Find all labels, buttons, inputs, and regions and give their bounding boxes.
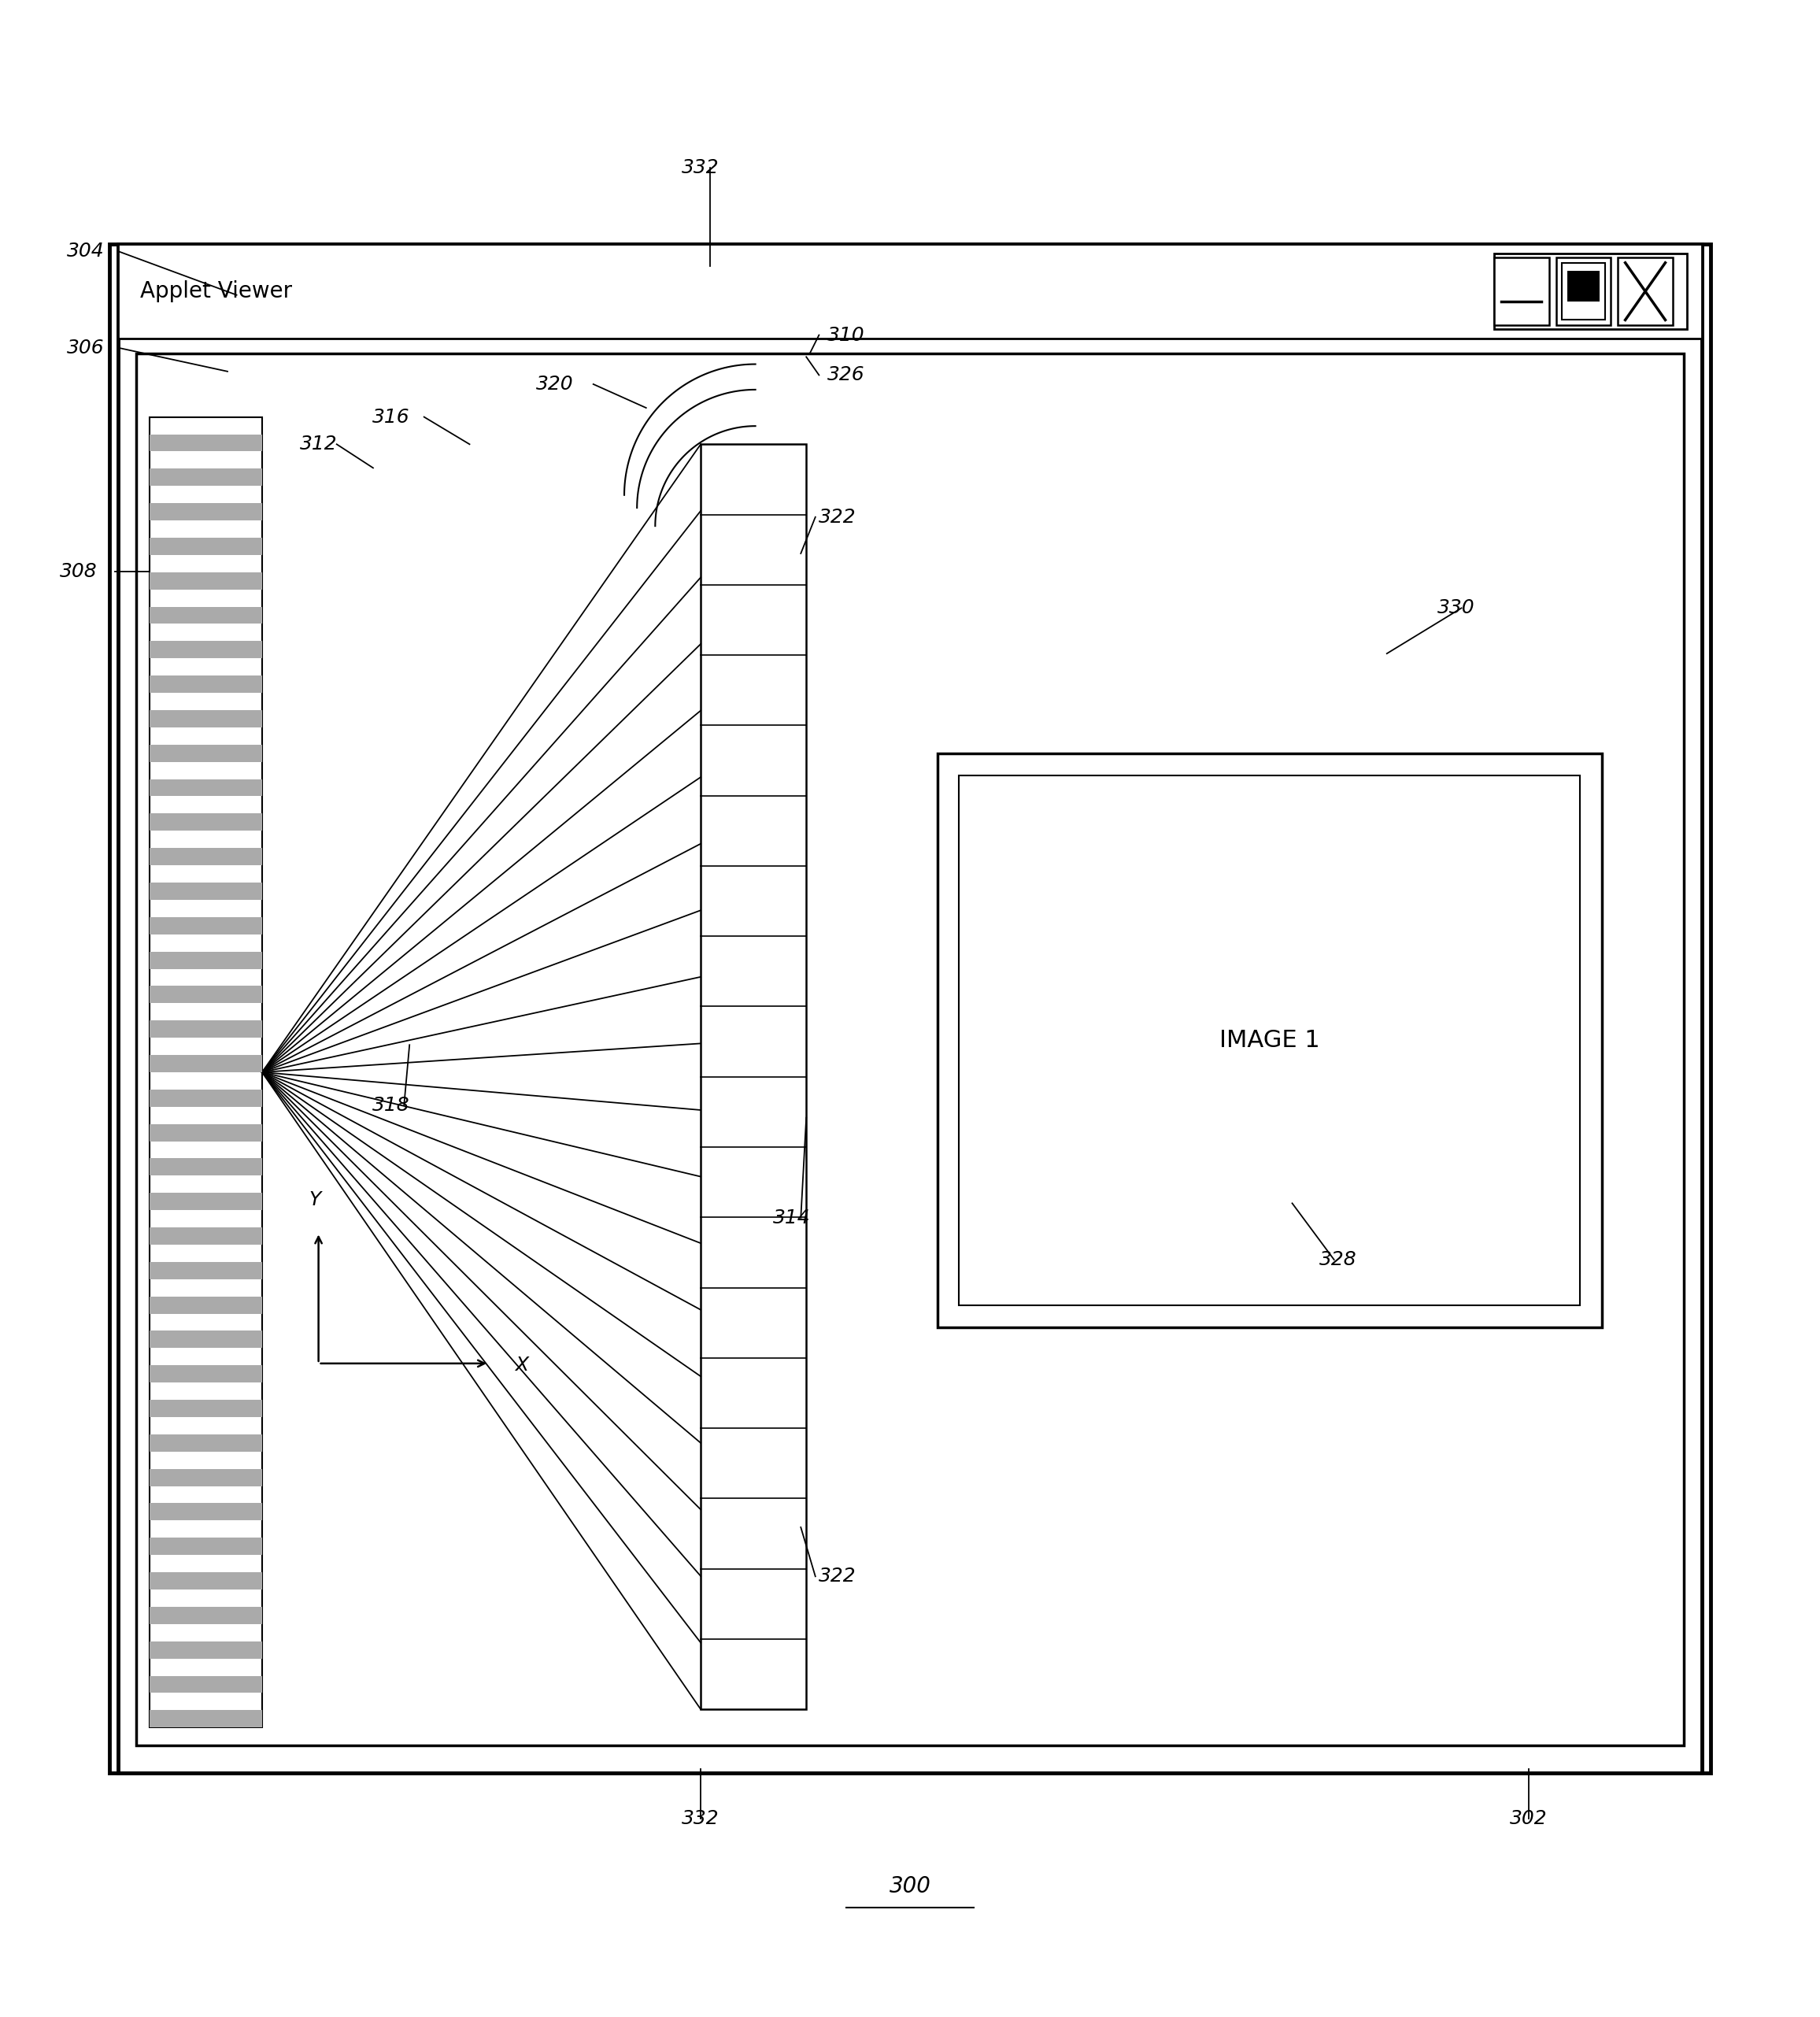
Bar <box>149 918 262 934</box>
Text: IMAGE 1: IMAGE 1 <box>1219 1029 1320 1051</box>
Bar <box>149 468 262 486</box>
Text: Y: Y <box>309 1190 320 1208</box>
Text: 304: 304 <box>67 242 104 260</box>
Bar <box>1567 270 1600 303</box>
Bar <box>149 1331 262 1347</box>
Bar <box>149 1468 262 1487</box>
Text: 322: 322 <box>819 508 855 526</box>
Text: 322: 322 <box>819 1567 855 1585</box>
Text: 328: 328 <box>1320 1251 1356 1269</box>
Bar <box>149 434 262 452</box>
Bar <box>149 1710 262 1727</box>
Text: Applet Viewer: Applet Viewer <box>140 280 293 303</box>
Bar <box>149 1297 262 1313</box>
Bar <box>149 1228 262 1244</box>
Bar <box>149 502 262 520</box>
Bar <box>149 1608 262 1624</box>
Bar <box>959 775 1580 1305</box>
Text: 310: 310 <box>828 325 864 345</box>
Bar <box>136 353 1684 1745</box>
Bar <box>149 1158 262 1176</box>
Bar <box>149 1434 262 1452</box>
Text: 332: 332 <box>682 1809 719 1827</box>
Bar <box>1494 254 1687 329</box>
Bar <box>149 641 262 658</box>
Bar <box>149 418 262 1727</box>
Text: 312: 312 <box>300 436 337 454</box>
Bar <box>149 1192 262 1210</box>
Text: 318: 318 <box>373 1095 410 1115</box>
Text: 316: 316 <box>373 407 410 426</box>
Bar <box>149 883 262 900</box>
Bar <box>149 744 262 762</box>
Text: 320: 320 <box>537 375 573 393</box>
Bar <box>149 607 262 623</box>
Text: 306: 306 <box>67 339 104 357</box>
Text: 330: 330 <box>1438 599 1474 617</box>
Bar <box>149 1366 262 1382</box>
Bar <box>1562 262 1605 321</box>
Bar <box>1618 258 1673 325</box>
Bar <box>1494 258 1549 325</box>
Bar <box>149 1573 262 1589</box>
Bar <box>149 986 262 1002</box>
Bar <box>149 1400 262 1418</box>
Bar <box>149 952 262 968</box>
Bar <box>118 244 1702 1773</box>
Bar <box>149 1021 262 1037</box>
Bar <box>149 1676 262 1692</box>
Bar <box>1556 258 1611 325</box>
Bar <box>149 1503 262 1521</box>
Text: 302: 302 <box>1511 1809 1547 1827</box>
Bar <box>149 1055 262 1073</box>
Bar <box>149 1642 262 1658</box>
Bar <box>149 676 262 694</box>
Bar <box>149 539 262 555</box>
Text: 308: 308 <box>60 563 96 581</box>
Bar <box>118 244 1702 339</box>
Bar <box>149 573 262 589</box>
Bar <box>149 1537 262 1555</box>
Bar <box>149 1089 262 1107</box>
Bar <box>149 1263 262 1279</box>
Bar <box>149 779 262 797</box>
Bar <box>149 1123 262 1142</box>
Bar <box>149 710 262 728</box>
Bar <box>701 444 806 1708</box>
Text: 314: 314 <box>774 1208 810 1226</box>
Text: X: X <box>515 1355 528 1376</box>
Text: 300: 300 <box>890 1876 930 1896</box>
Bar <box>937 754 1602 1327</box>
Bar <box>149 813 262 831</box>
Text: 326: 326 <box>828 365 864 385</box>
Bar <box>149 847 262 865</box>
Text: 332: 332 <box>682 157 719 177</box>
Bar <box>109 244 1711 1773</box>
